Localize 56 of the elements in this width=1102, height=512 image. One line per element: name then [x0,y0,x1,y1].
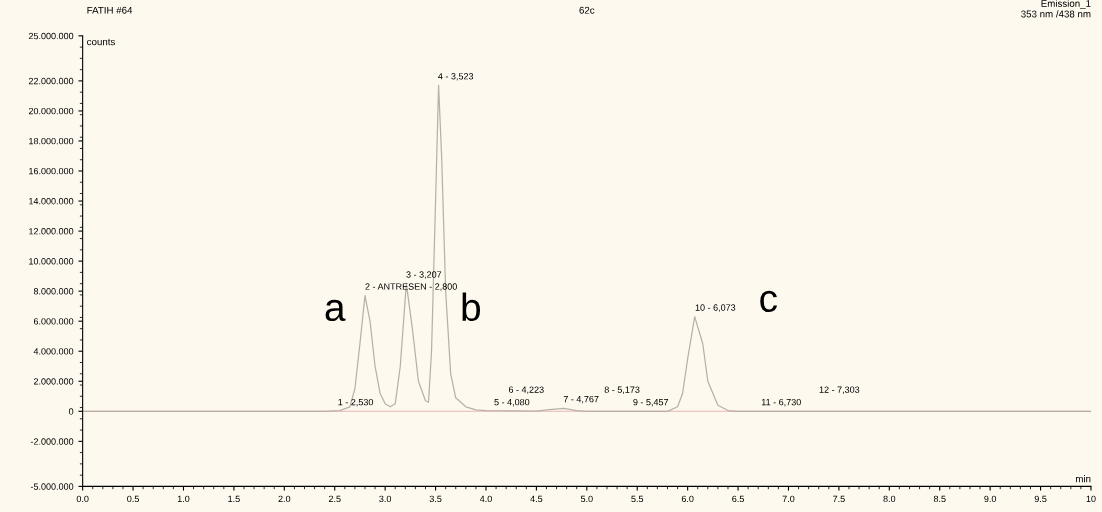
annotation: 8 - 5,173 [604,386,640,394]
x-tick-label: 5.0 [580,495,593,503]
x-axis-title: min [1075,475,1091,483]
x-tick-label: 5.5 [631,495,644,503]
x-tick-label: 2.5 [328,495,341,503]
x-tick-label: 1.0 [177,495,190,503]
y-tick-label: 16.000.000 [29,167,74,175]
y-tick-label: 2.000.000 [33,378,74,385]
text: FATIH #64 [87,6,133,14]
x-tick-label: 3.0 [379,495,392,503]
y-tick-label: 22.000.000 [28,77,74,85]
annotation: 12 - 7,303 [819,386,860,394]
y-tick-label: 10.000.000 [29,258,74,265]
annotation: 9 - 5,457 [633,398,669,407]
x-tick-label: 8.5 [933,495,946,503]
y-tick-label: 20.000.000 [28,107,74,115]
y-tick-label: 25.000.000 [28,32,74,40]
y-tick-label: 18.000.000 [29,137,74,145]
x-tick-label: 0.0 [76,495,89,503]
annotation: 6 - 4,223 [508,386,544,394]
annotation: 3 - 3,207 [406,271,442,279]
y-tick-label: 8.000.000 [33,288,74,295]
x-tick-label: 7.0 [782,495,795,503]
annotation: c [760,290,778,313]
annotation: 1 - 2,530 [338,398,374,407]
x-tick-label: 7.5 [833,495,845,503]
annotation: 2 - ANTRESEN - 2,800 [365,283,457,291]
x-tick-label: 1.5 [228,495,240,503]
y-tick-label: 14.000.000 [29,198,74,205]
x-tick-label: 9.0 [984,495,997,503]
y-tick-label: 4.000.000 [33,348,74,355]
x-tick-label: 6.5 [732,495,744,503]
annotation: 11 - 6,730 [761,398,801,407]
annotation: a [325,299,346,322]
text: Emission_1 353 nm /438 nm [1021,0,1091,18]
x-tick-label: 4.5 [530,495,543,503]
y-tick-label: -5.000.000 [30,483,74,490]
y-tick-label: 0 [68,408,74,415]
y-axis-title: counts [87,38,115,46]
x-tick-label: 0.5 [127,495,139,503]
x-tick-label: 3.5 [429,495,442,503]
annotation: 4 - 3,523 [438,73,474,81]
x-tick-label: 2.0 [278,495,291,503]
x-tick-label: 4.0 [479,495,492,503]
x-tick-label: 9.5 [1034,495,1047,503]
x-tick-label: 8.0 [883,495,896,503]
annotation: b [462,292,481,322]
x-tick-label: 10 [1086,495,1096,503]
annotation: 10 - 6,073 [695,304,736,312]
annotation: 7 - 4,767 [563,395,599,404]
y-tick-label: 12.000.000 [29,228,74,235]
y-tick-label: -2.000.000 [30,438,74,445]
x-tick-label: 6.0 [681,495,694,503]
annotation: 5 - 4,080 [494,398,530,407]
chart-title: 62c [579,6,595,14]
y-tick-label: 6.000.000 [33,318,74,325]
